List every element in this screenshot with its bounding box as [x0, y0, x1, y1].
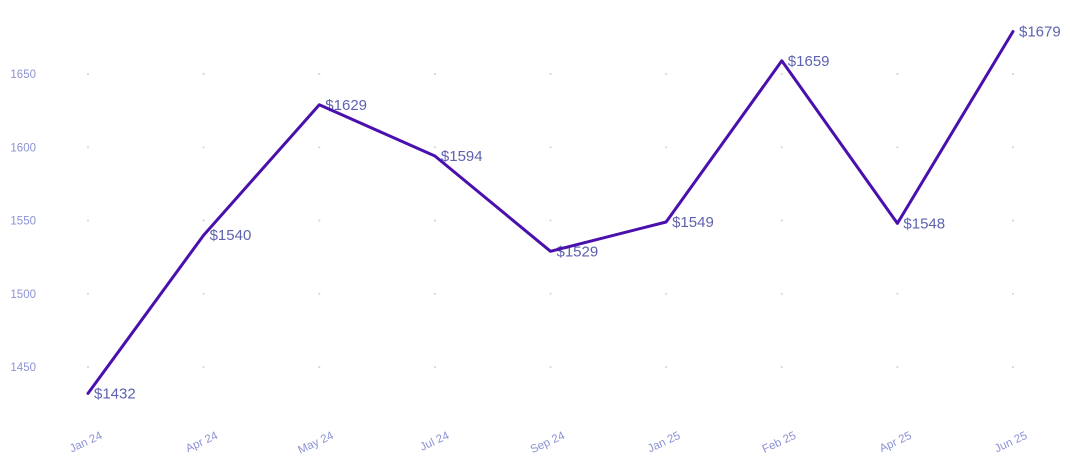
grid-dot — [549, 72, 552, 76]
series-line — [86, 30, 1015, 395]
grid-dot — [202, 72, 205, 76]
grid-dot — [1011, 292, 1015, 295]
x-axis-tick-label: Jul 24 — [418, 430, 451, 454]
grid-dot — [433, 72, 436, 76]
point-value-label: $1432 — [94, 385, 136, 402]
y-axis-tick-labels: 1450 1500 1550 1600 1650 — [10, 69, 36, 374]
x-axis-tick-label: Jan 24 — [68, 430, 105, 456]
grid-dot — [433, 219, 436, 222]
grid-dot — [433, 365, 436, 369]
grid-dot — [780, 219, 783, 222]
grid-dot — [896, 292, 899, 295]
grid-dot — [549, 146, 552, 149]
x-axis-tick-label: Jan 25 — [646, 430, 682, 455]
x-axis-tick-label: Jun 25 — [993, 430, 1029, 455]
x-axis-tick-labels: Jan 24 Apr 24 May 24 Jul 24 Sep 24 Jan 25 Feb … — [68, 430, 1029, 457]
point-value-label: $1679 — [1019, 24, 1061, 41]
grid-dot — [318, 72, 321, 76]
grid-dot — [1011, 72, 1015, 76]
grid-dot — [86, 292, 90, 295]
grid-dot — [549, 292, 552, 295]
grid-dot — [433, 146, 436, 149]
grid-dot — [1011, 219, 1015, 222]
point-value-label: $1629 — [325, 97, 367, 114]
grid-dot — [202, 365, 205, 369]
y-axis-tick-label: 1600 — [10, 142, 36, 154]
grid-dot — [1011, 365, 1015, 369]
y-axis-tick-label: 1500 — [10, 289, 36, 301]
x-axis-tick-label: Apr 25 — [878, 430, 914, 455]
x-axis-tick-label: Apr 24 — [184, 430, 220, 455]
y-axis-tick-label: 1450 — [10, 362, 36, 374]
grid-dot — [665, 146, 668, 149]
grid-dot — [318, 219, 321, 222]
grid-dot — [86, 72, 90, 76]
grid-dot — [780, 292, 783, 295]
grid-dot — [202, 292, 205, 295]
y-axis-tick-label: 1550 — [10, 216, 36, 228]
grid-dot — [549, 365, 552, 369]
grid-dot — [665, 72, 668, 76]
point-value-label: $1548 — [903, 215, 945, 232]
grid-dot — [780, 146, 783, 149]
grid-dot — [433, 292, 436, 295]
point-value-label: $1659 — [788, 53, 830, 70]
point-value-label: $1549 — [672, 214, 714, 231]
x-axis-tick-label: May 24 — [296, 430, 336, 457]
grid-dot — [318, 365, 321, 369]
grid-dot — [86, 219, 90, 222]
grid-dot — [896, 365, 899, 369]
point-value-labels: $1432$1540$1629$1594$1529$1549$1659$1548… — [94, 24, 1061, 403]
y-axis-tick-label: 1650 — [10, 69, 36, 81]
grid-dot — [665, 292, 668, 295]
grid-dot — [780, 365, 783, 369]
x-axis-tick-label: Sep 24 — [529, 430, 568, 457]
grid-dot — [86, 365, 90, 369]
grid-dot — [780, 72, 783, 76]
x-axis-tick-label: Feb 25 — [761, 430, 799, 456]
grid-dot — [318, 292, 321, 295]
grid-dot — [202, 219, 205, 222]
point-value-label: $1540 — [210, 227, 252, 244]
grid-dot — [202, 146, 205, 149]
grid-dot — [549, 219, 552, 222]
grid-dots — [86, 72, 1015, 369]
grid-dot — [86, 146, 90, 149]
grid-dot — [896, 72, 899, 76]
grid-dot — [1011, 146, 1015, 149]
point-value-label: $1594 — [441, 148, 483, 165]
grid-dot — [665, 365, 668, 369]
grid-dot — [318, 146, 321, 149]
grid-dot — [896, 146, 899, 149]
